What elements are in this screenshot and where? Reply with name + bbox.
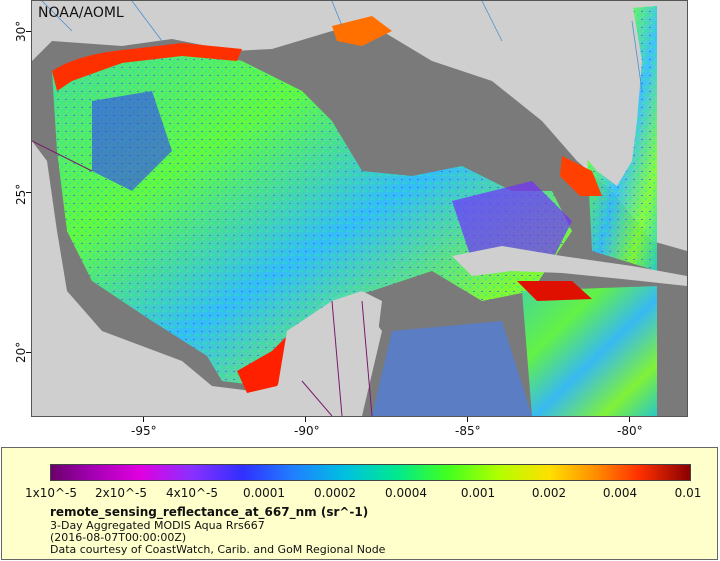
- x-tick: [143, 417, 144, 422]
- x-tick: [305, 417, 306, 422]
- x-label-80: -80°: [617, 424, 643, 438]
- coastal-texas: [52, 43, 242, 91]
- colorbar-label-4e-5: 4x10^-5: [165, 486, 219, 500]
- colorbar-label-1e-5: 1x10^-5: [24, 486, 78, 500]
- y-tick: [26, 31, 31, 32]
- variable-name: remote_sensing_reflectance_at_667_nm (sr…: [50, 505, 369, 519]
- colorbar-label-0.0002: 0.0002: [314, 486, 356, 500]
- coastal-cuba: [517, 281, 592, 301]
- map-panel[interactable]: NOAA/AOML: [31, 0, 688, 417]
- colorbar-label-2e-5: 2x10^-5: [94, 486, 148, 500]
- cuba-land: [452, 246, 687, 286]
- purple-patch-west: [92, 91, 172, 191]
- coastal-louisiana: [332, 16, 392, 46]
- dataset-time: (2016-08-07T00:00:00Z): [50, 531, 187, 544]
- x-tick: [629, 417, 630, 422]
- colorbar-label-0.01: 0.01: [674, 486, 702, 500]
- dataset-description: 3-Day Aggregated MODIS Aqua Rrs667: [50, 519, 265, 532]
- credit-label: NOAA/AOML: [38, 5, 124, 21]
- rivers: [41, 1, 643, 92]
- colorbar-label-0.004: 0.004: [602, 486, 638, 500]
- colorbar-label-0.001: 0.001: [460, 486, 496, 500]
- legend-panel: 1x10^-5 2x10^-5 4x10^-5 0.0001 0.0002 0.…: [1, 447, 718, 560]
- colorbar-label-0.002: 0.002: [531, 486, 567, 500]
- x-label-90: -90°: [294, 424, 320, 438]
- colorbar-label-0.0001: 0.0001: [243, 486, 285, 500]
- x-label-85: -85°: [455, 424, 481, 438]
- border-lines: [32, 140, 373, 416]
- colorbar-label-0.0004: 0.0004: [385, 486, 427, 500]
- x-tick: [467, 417, 468, 422]
- coastal-florida: [560, 156, 602, 196]
- yucatan-land: [277, 291, 382, 416]
- x-label-95: -95°: [131, 424, 157, 438]
- data-swath-caribbean: [522, 286, 657, 416]
- data-swath-yucatan: [372, 321, 532, 416]
- colorbar: [50, 464, 691, 481]
- florida-land: [552, 1, 642, 186]
- purple-patch-east: [452, 181, 572, 261]
- y-tick: [26, 352, 31, 353]
- y-tick: [26, 192, 31, 193]
- data-source: Data courtesy of CoastWatch, Carib. and …: [50, 543, 386, 556]
- map-graphic: [32, 1, 687, 416]
- y-label-25: 25°: [14, 183, 28, 205]
